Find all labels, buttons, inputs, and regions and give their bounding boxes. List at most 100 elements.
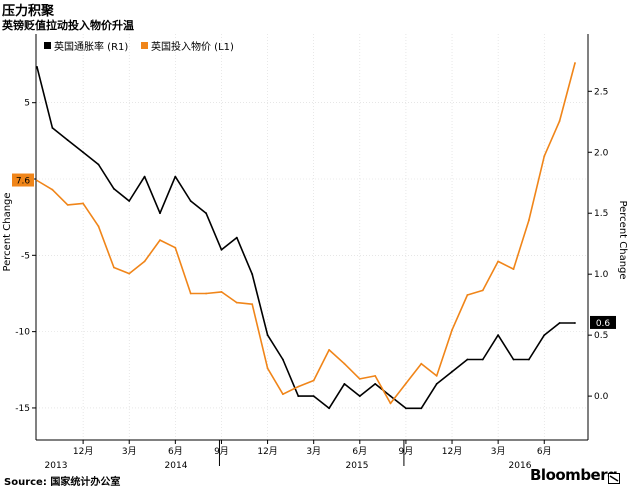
data-point-input-prices xyxy=(205,292,208,295)
data-point-inflation xyxy=(558,322,561,324)
data-point-input-prices xyxy=(282,393,284,396)
data-point-inflation xyxy=(435,383,438,385)
left-value-callout-box xyxy=(12,173,34,187)
right-tick-label: 1.0 xyxy=(594,270,609,280)
x-month-label: 3月 xyxy=(122,446,137,457)
x-month-label: 9月 xyxy=(399,446,414,457)
data-point-inflation xyxy=(312,395,315,397)
series-line-inflation xyxy=(36,66,575,410)
x-month-label: 6月 xyxy=(168,446,183,457)
data-point-input-prices xyxy=(528,219,530,222)
data-point-input-prices xyxy=(174,246,177,249)
data-point-input-prices xyxy=(435,375,438,377)
data-point-inflation xyxy=(128,200,131,202)
data-point-input-prices xyxy=(574,62,576,64)
data-point-input-prices xyxy=(266,367,269,370)
data-point-input-prices xyxy=(512,268,515,270)
y-axis-label-right: Percent Change xyxy=(617,200,628,279)
data-point-input-prices xyxy=(113,266,115,269)
right-value-callout-box xyxy=(590,315,616,329)
chart-subtitle: 英镑贬值拉动投入物价升温 xyxy=(2,19,134,32)
right-tick-label: 0.5 xyxy=(594,331,608,341)
data-point-inflation xyxy=(174,175,177,178)
left-tick-label: -5 xyxy=(21,251,30,261)
data-point-input-prices xyxy=(420,362,423,365)
series-layer xyxy=(36,62,576,410)
data-point-inflation xyxy=(220,248,223,251)
data-point-input-prices xyxy=(251,303,254,306)
terminal-icon xyxy=(608,473,620,484)
data-point-input-prices xyxy=(159,239,161,242)
x-year-label: 2016 xyxy=(509,461,532,471)
data-point-input-prices xyxy=(82,202,84,205)
right-tick-label: 2.0 xyxy=(594,148,609,158)
data-point-inflation xyxy=(297,395,300,397)
data-point-inflation xyxy=(36,66,38,68)
data-point-inflation xyxy=(497,334,499,336)
legend: 英国通胀率 (R1) 英国投入物价 (L1) xyxy=(44,40,234,53)
data-point-input-prices xyxy=(297,385,300,388)
chart-title: 压力积聚 xyxy=(2,4,55,19)
data-point-inflation xyxy=(405,407,407,410)
data-point-input-prices xyxy=(466,294,469,296)
data-point-input-prices xyxy=(389,402,392,405)
right-tick-label: 1.5 xyxy=(594,209,608,219)
data-point-inflation xyxy=(66,139,69,142)
data-point-inflation xyxy=(205,212,208,215)
data-point-input-prices xyxy=(451,329,453,331)
data-point-input-prices xyxy=(558,120,561,122)
data-point-inflation xyxy=(51,127,54,129)
left-tick-label: -15 xyxy=(15,404,30,414)
data-point-inflation xyxy=(389,395,392,397)
data-point-input-prices xyxy=(51,188,54,191)
data-point-input-prices xyxy=(405,382,407,385)
legend-label-input-prices: 英国投入物价 (L1) xyxy=(151,40,234,53)
data-point-inflation xyxy=(113,187,115,190)
data-point-inflation xyxy=(97,163,100,166)
x-year-label: 2013 xyxy=(45,461,68,471)
data-point-input-prices xyxy=(189,292,192,295)
right-axis-ticks: 2.5 2.0 1.5 1.0 0.5 0.0 xyxy=(588,87,609,402)
data-point-input-prices xyxy=(328,349,330,351)
data-point-input-prices xyxy=(312,379,315,382)
data-point-input-prices xyxy=(143,260,146,263)
right-tick-label: 2.5 xyxy=(594,87,608,97)
data-point-input-prices xyxy=(497,260,499,263)
x-month-label: 6月 xyxy=(352,446,367,457)
bloomberg-logo: Bloomberg xyxy=(530,466,618,484)
x-month-label: 3月 xyxy=(491,446,506,457)
x-month-label: 12月 xyxy=(442,446,462,457)
data-point-inflation xyxy=(189,200,192,202)
right-tick-label: 0.0 xyxy=(594,392,609,402)
data-point-input-prices xyxy=(343,362,346,365)
x-month-label: 6月 xyxy=(537,446,552,457)
data-point-inflation xyxy=(574,322,576,324)
data-point-inflation xyxy=(420,407,423,410)
data-point-input-prices xyxy=(220,291,223,293)
data-point-inflation xyxy=(528,358,530,361)
data-point-inflation xyxy=(481,358,484,361)
data-point-inflation xyxy=(512,358,515,361)
data-point-input-prices xyxy=(374,375,377,377)
data-point-inflation xyxy=(235,236,238,239)
x-month-label: 3月 xyxy=(306,446,321,457)
data-point-inflation xyxy=(251,273,254,276)
x-month-label: 9月 xyxy=(214,446,229,457)
data-point-inflation xyxy=(451,370,453,373)
legend-label-inflation: 英国通胀率 (R1) xyxy=(54,40,128,53)
right-value-callout-label: 0.6 xyxy=(596,319,611,329)
data-point-input-prices xyxy=(128,272,131,275)
x-axis-ticks: 12月 3月 6月 9月 12月 3月 6月 9月 12月 3月 6月 2013 2014 2015 201… xyxy=(45,440,552,471)
data-point-input-prices xyxy=(543,155,546,158)
data-point-inflation xyxy=(159,212,161,215)
data-point-inflation xyxy=(82,151,84,154)
data-point-inflation xyxy=(358,395,361,397)
x-month-label: 12月 xyxy=(73,446,93,457)
data-point-input-prices xyxy=(358,378,361,380)
value-callouts: 7.6 0.6 xyxy=(12,173,616,329)
x-month-label: 12月 xyxy=(257,446,277,457)
axes xyxy=(35,34,589,441)
data-point-input-prices xyxy=(235,301,238,304)
left-value-callout-label: 7.6 xyxy=(16,177,31,187)
